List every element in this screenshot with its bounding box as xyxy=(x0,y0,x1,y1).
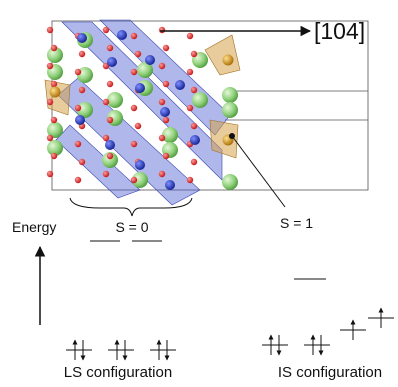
anion-sphere xyxy=(222,102,238,118)
ls-label: LS configuration xyxy=(64,364,172,381)
oxygen xyxy=(163,81,169,87)
oxygen xyxy=(191,51,197,57)
oxygen xyxy=(159,171,165,177)
oxygen xyxy=(75,69,81,75)
metal-ls xyxy=(75,115,85,125)
oxygen xyxy=(187,105,193,111)
oxygen xyxy=(51,81,57,87)
anion-sphere xyxy=(162,127,178,143)
anion-sphere xyxy=(222,87,238,103)
is-label: IS configuration xyxy=(278,364,382,381)
oxygen xyxy=(79,87,85,93)
oxygen xyxy=(103,135,109,141)
oxygen xyxy=(47,27,53,33)
oxygen xyxy=(131,33,137,39)
oxygen xyxy=(79,159,85,165)
oxygen xyxy=(75,141,81,147)
oxygen xyxy=(107,117,113,123)
s0-label: S = 0 xyxy=(115,219,148,235)
anion-sphere xyxy=(192,92,208,108)
direction-label: [104] xyxy=(314,18,365,44)
metal-ls xyxy=(145,55,155,65)
oxygen xyxy=(107,45,113,51)
oxygen xyxy=(103,27,109,33)
oxygen xyxy=(51,117,57,123)
oxygen xyxy=(47,135,53,141)
oxygen xyxy=(187,69,193,75)
metal-ls xyxy=(105,140,115,150)
oxygen xyxy=(47,63,53,69)
oxygen xyxy=(51,45,57,51)
metal-ls xyxy=(117,30,127,40)
metal-ls xyxy=(77,33,87,43)
spin-diagrams xyxy=(66,308,394,360)
energy-label: Energy xyxy=(12,219,56,235)
oxygen xyxy=(191,159,197,165)
oxygen xyxy=(163,153,169,159)
metal-ls xyxy=(135,83,145,93)
oxygen xyxy=(103,171,109,177)
oxygen xyxy=(107,153,113,159)
s1-label: S = 1 xyxy=(280,215,313,231)
metal-ls xyxy=(165,180,175,190)
metal-ls xyxy=(190,135,200,145)
metal-ls xyxy=(175,80,185,90)
oxygen xyxy=(135,123,141,129)
oxygen xyxy=(159,135,165,141)
oxygen xyxy=(187,177,193,183)
oxygen xyxy=(163,117,169,123)
oxygen xyxy=(131,177,137,183)
oxygen xyxy=(159,99,165,105)
oxygen xyxy=(107,81,113,87)
oxygen xyxy=(51,153,57,159)
anion-sphere xyxy=(222,174,238,190)
oxygen xyxy=(135,51,141,57)
metal-is xyxy=(223,55,234,66)
oxygen xyxy=(131,105,137,111)
metal-ls xyxy=(107,57,117,67)
oxygen xyxy=(159,63,165,69)
metal-ls xyxy=(135,160,145,170)
oxygen xyxy=(163,45,169,51)
energy-levels xyxy=(90,241,326,279)
oxygen xyxy=(103,99,109,105)
oxygen xyxy=(75,177,81,183)
oxygen xyxy=(159,27,165,33)
oxygen xyxy=(75,105,81,111)
oxygen xyxy=(79,51,85,57)
oxygen xyxy=(131,69,137,75)
oxygen xyxy=(191,123,197,129)
oxygen xyxy=(47,99,53,105)
metal-ls xyxy=(160,107,170,117)
oxygen xyxy=(187,33,193,39)
metal-is xyxy=(50,87,61,98)
pointer-line xyxy=(232,136,285,207)
oxygen xyxy=(191,87,197,93)
oxygen xyxy=(131,141,137,147)
anion-sphere xyxy=(107,92,123,108)
figure: [104] S = 0 S = 1 Energy LS configuratio… xyxy=(0,0,398,382)
oxygen xyxy=(47,171,53,177)
